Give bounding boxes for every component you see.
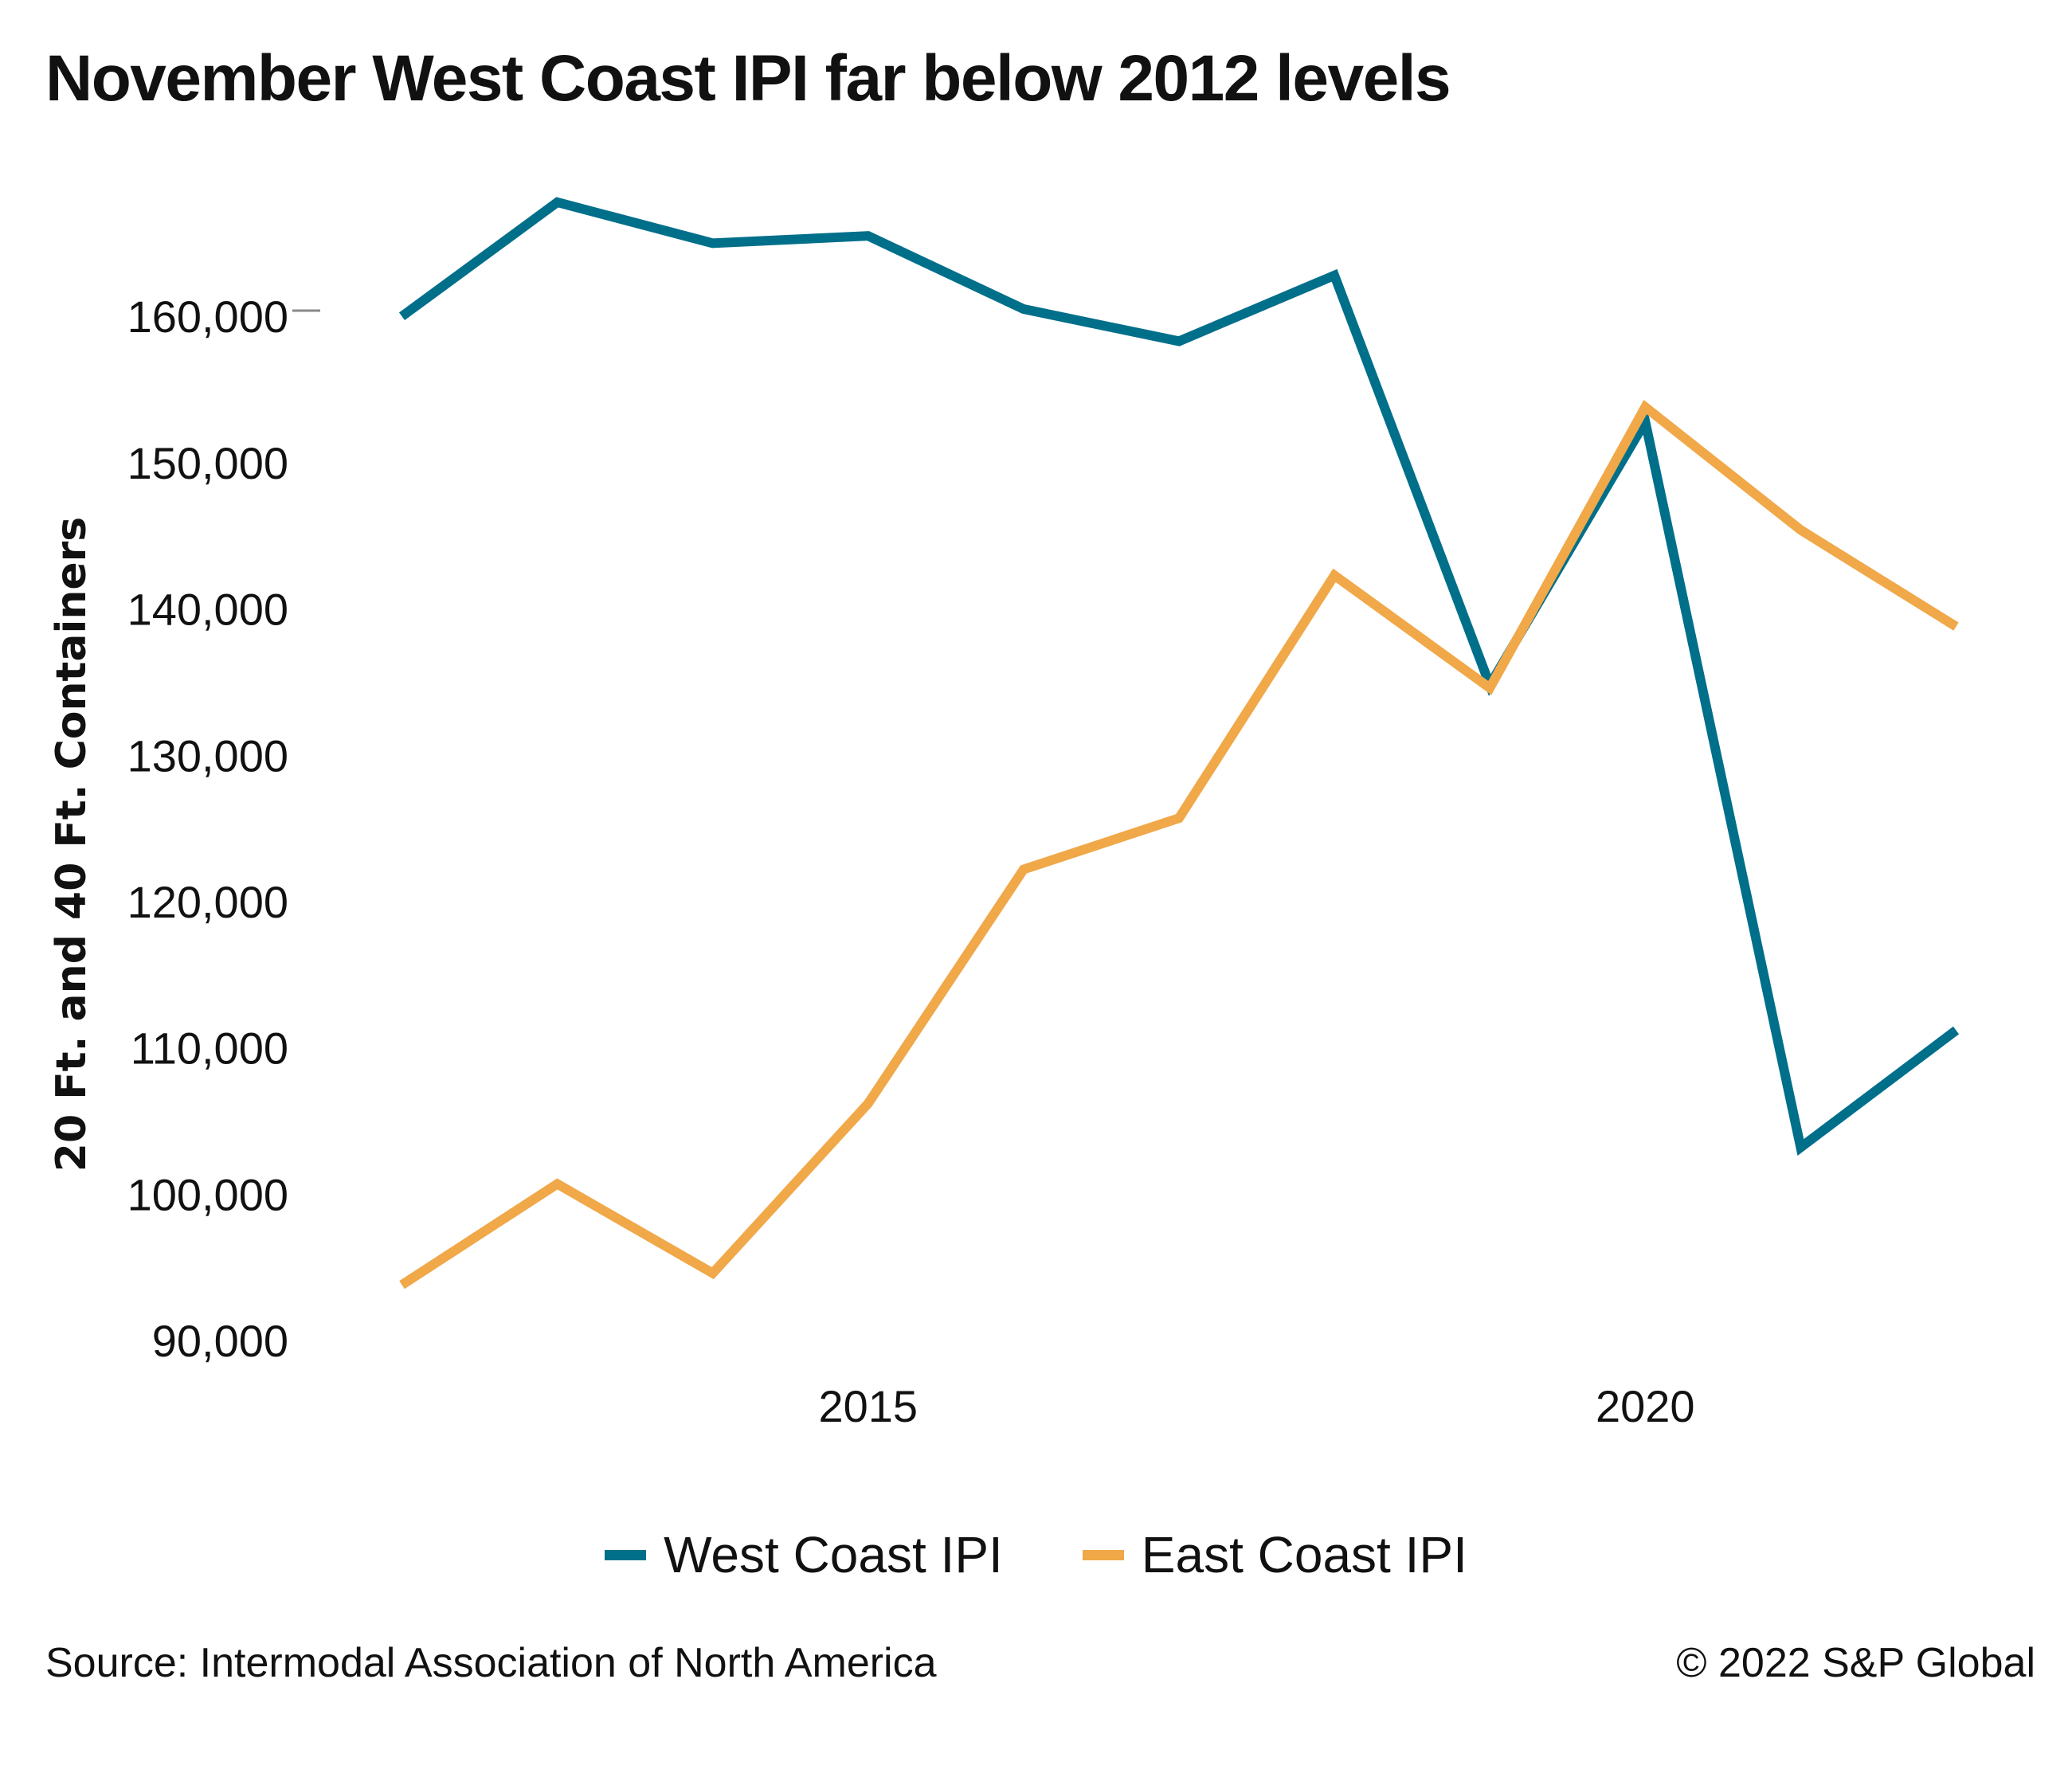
legend-label-west-coast: West Coast IPI (664, 1526, 1003, 1583)
series-line-west-coast (398, 197, 1960, 1156)
x-tick-label: 2020 (1596, 1381, 1695, 1431)
line-chart: 90,000 100,000 110,000 120,000 130,000 140,00… (127, 197, 1960, 1431)
legend-label-east-coast: East Coast IPI (1141, 1526, 1467, 1583)
legend-item-west-coast: West Coast IPI (605, 1525, 1003, 1584)
y-tick-label: 150,000 (127, 438, 288, 488)
y-tick-label: 160,000 (127, 292, 288, 342)
y-tick-label: 110,000 (131, 1023, 288, 1074)
legend-item-east-coast: East Coast IPI (1082, 1525, 1467, 1584)
series-line-east-coast (399, 400, 1959, 1290)
legend-swatch-west-coast (605, 1549, 647, 1560)
x-axis-ticks: 2015 2020 (819, 1381, 1695, 1431)
x-tick-label: 2015 (819, 1381, 918, 1431)
chart-title: November West Coast IPI far below 2012 l… (45, 42, 1451, 115)
copyright-note: © 2022 S&P Global (1676, 1640, 2035, 1686)
y-tick-label: 120,000 (127, 877, 288, 927)
y-tick-label: 130,000 (127, 730, 288, 781)
y-axis-ticks: 90,000 100,000 110,000 120,000 130,000 140,00… (127, 292, 320, 1366)
legend: West Coast IPI East Coast IPI (0, 1525, 2072, 1584)
series-lines (398, 197, 1960, 1290)
y-tick-label: 90,000 (152, 1316, 288, 1366)
y-tick-label: 100,000 (127, 1169, 288, 1219)
y-tick-label: 140,000 (127, 585, 288, 635)
y-axis-label: 20 Ft. and 40 Ft. Containers (48, 516, 96, 1172)
legend-swatch-east-coast (1082, 1549, 1124, 1560)
source-note: Source: Intermodal Association of North … (45, 1640, 937, 1686)
